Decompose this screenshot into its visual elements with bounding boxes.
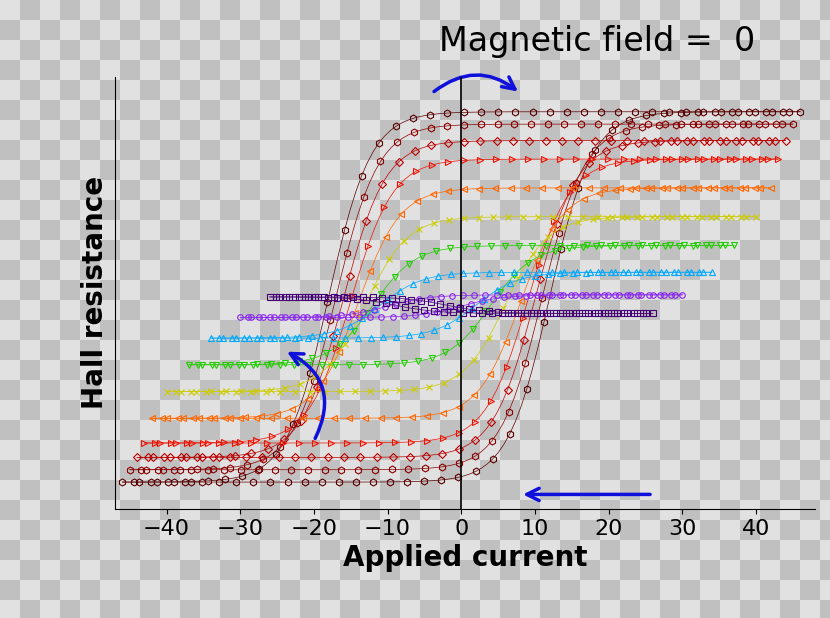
X-axis label: Applied current: Applied current <box>343 544 588 572</box>
Y-axis label: Hall resistance: Hall resistance <box>81 176 110 409</box>
Text: Magnetic field =  0: Magnetic field = 0 <box>439 25 756 57</box>
